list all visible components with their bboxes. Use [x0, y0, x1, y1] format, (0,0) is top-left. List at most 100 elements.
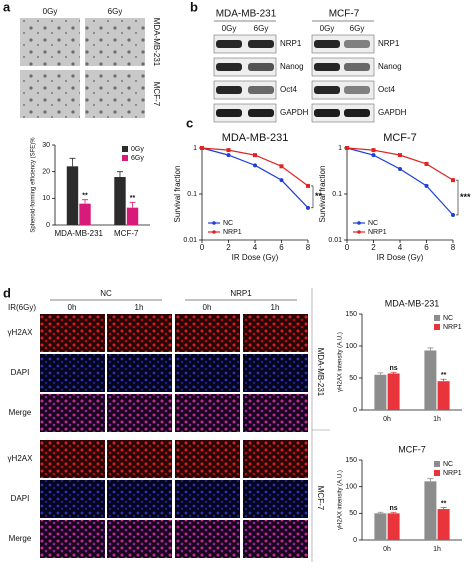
y-tick-label: 10	[42, 195, 50, 202]
protein-label: GAPDH	[378, 108, 407, 117]
protein-label: Oct4	[378, 85, 395, 94]
marker	[451, 178, 455, 183]
bar	[79, 203, 91, 225]
time-label: 1h	[271, 303, 280, 312]
significance-label: **	[130, 195, 136, 202]
significance-label: **	[441, 372, 447, 379]
legend-marker	[357, 221, 361, 225]
blot-band	[216, 109, 242, 117]
legend-swatch	[434, 324, 440, 330]
x-tick-label: 6	[279, 243, 284, 252]
marker	[424, 161, 429, 166]
chart-title: MCF-7	[398, 444, 426, 454]
fluorescence-image	[243, 314, 308, 352]
legend-swatch	[122, 146, 128, 152]
error-bar	[377, 372, 384, 375]
legend-label: NC	[443, 461, 453, 468]
y-tick-label: 0	[353, 407, 357, 414]
y-tick-label: 50	[349, 375, 357, 382]
fluorescence-image	[243, 520, 308, 558]
x-tick-label: 2	[226, 243, 231, 252]
protein-label: Oct4	[280, 85, 297, 94]
fluorescence-image	[107, 440, 172, 478]
blot-band	[248, 63, 274, 71]
legend-marker	[212, 230, 216, 234]
x-tick-label: 2	[371, 243, 376, 252]
legend-marker	[212, 221, 216, 225]
x-tick-label: 8	[451, 243, 456, 252]
marker	[371, 148, 376, 153]
group-label: NC	[100, 289, 112, 298]
significance-label: ns	[390, 505, 398, 512]
bar	[387, 373, 400, 410]
x-tick-label: 6	[424, 243, 429, 252]
error-bar	[377, 511, 384, 514]
blot	[311, 103, 375, 123]
row-label: DAPI	[11, 494, 30, 503]
fluorescence-image	[175, 394, 240, 432]
x-tick-label: 1h	[433, 546, 441, 553]
y-tick-label: 0	[353, 537, 357, 544]
marker	[200, 146, 204, 150]
legend-label: NRP1	[223, 229, 242, 236]
blot-band	[248, 109, 274, 117]
fluorescence-image	[107, 480, 172, 518]
blot	[311, 34, 375, 54]
blot-band	[344, 109, 370, 117]
micrograph	[85, 70, 145, 118]
blot-band	[216, 63, 242, 71]
column-label: 6Gy	[108, 7, 123, 16]
y-tick-label: 0.01	[183, 237, 197, 244]
fluorescence-image	[175, 480, 240, 518]
blot-band	[314, 40, 340, 48]
panel-label: a	[3, 0, 11, 14]
bar	[66, 166, 79, 225]
marker	[306, 183, 310, 188]
blot-band	[248, 40, 274, 48]
cell-line-label: MDA-MB-231	[316, 348, 325, 397]
bracket	[311, 185, 314, 209]
y-tick-label: 0.1	[187, 191, 197, 198]
x-tick-label: 0	[200, 243, 205, 252]
error-bar	[82, 199, 89, 204]
significance-label: **	[441, 500, 447, 507]
bar	[126, 207, 139, 225]
group-label: NRP1	[230, 289, 252, 298]
error-bar	[427, 347, 434, 351]
bar	[374, 374, 387, 410]
fluorescence-image	[243, 394, 308, 432]
chart-title: MDA-MB-231	[385, 298, 440, 308]
row-label: Merge	[9, 534, 32, 543]
blot-band	[314, 63, 340, 71]
y-tick-label: 150	[345, 311, 357, 318]
x-tick-label: 8	[306, 243, 311, 252]
marker	[424, 183, 429, 188]
legend-label: NRP1	[443, 324, 462, 331]
y-tick-label: 0.01	[328, 237, 342, 244]
legend-label: NRP1	[368, 229, 387, 236]
marker	[253, 163, 257, 168]
x-tick-label: 1h	[433, 416, 441, 423]
fluorescence-image	[243, 440, 308, 478]
error-bar	[390, 371, 397, 374]
x-axis-label: IR Dose (Gy)	[377, 253, 424, 262]
x-tick-label: 0h	[383, 546, 391, 553]
y-axis-label: Spheroid-forming efficiency (SFE)%	[31, 137, 37, 233]
fluorescence-image	[175, 520, 240, 558]
fluorescence-image	[107, 354, 172, 392]
blot	[213, 103, 277, 123]
legend-label: NC	[223, 220, 233, 227]
bar	[424, 350, 437, 410]
y-axis-label: Survival fraction	[318, 166, 327, 223]
blot	[213, 57, 277, 77]
y-axis-label: Survival fraction	[173, 166, 182, 223]
blot	[311, 80, 375, 100]
marker	[345, 146, 349, 150]
error-bar	[390, 511, 397, 514]
y-tick-label: 100	[345, 484, 357, 491]
blot-band	[248, 86, 274, 94]
legend-label: NC	[443, 315, 453, 322]
y-tick-label: 150	[345, 457, 357, 464]
legend-swatch	[434, 470, 440, 476]
legend-swatch	[434, 461, 440, 467]
